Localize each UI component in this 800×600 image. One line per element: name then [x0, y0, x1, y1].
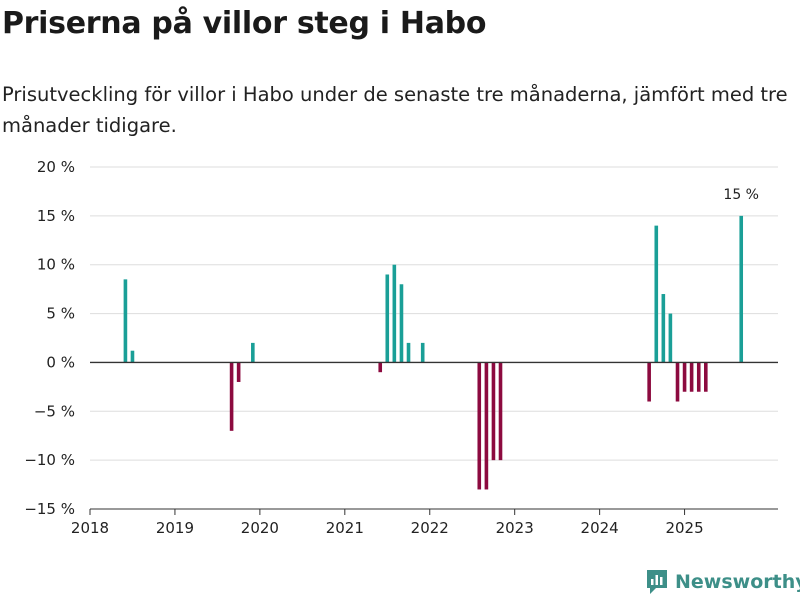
x-tick-label: 2024: [581, 519, 619, 537]
y-tick-label: −10 %: [24, 451, 75, 469]
bar: [484, 362, 489, 490]
y-tick-label: 10 %: [37, 256, 75, 274]
y-tick-label: 5 %: [46, 305, 75, 323]
brand-logo: Newsworthy: [645, 569, 800, 595]
bar: [420, 342, 425, 363]
bars: [123, 215, 744, 490]
bar: [385, 274, 390, 363]
x-tick-label: 2025: [665, 519, 703, 537]
bar: [477, 362, 482, 490]
y-tick-label: 20 %: [37, 158, 75, 176]
x-tick-label: 2019: [156, 519, 194, 537]
bar: [130, 350, 135, 363]
bar: [392, 264, 397, 363]
y-axis-labels: −15 % −10 % −5 % 0 % 5 % 10 % 15 % 20 %: [24, 158, 75, 518]
bar: [378, 362, 383, 373]
x-tick-label: 2023: [496, 519, 534, 537]
chart-title: Priserna på villor steg i Habo: [2, 6, 487, 41]
bar: [668, 313, 673, 363]
bar: [696, 362, 701, 392]
x-axis: 2018 2019 2020 2021 2022 2023 2024 2025: [71, 508, 778, 537]
bar: [654, 225, 659, 363]
y-tick-label: −15 %: [24, 500, 75, 518]
bar-annotation-label: 15 %: [723, 187, 759, 203]
bar: [647, 362, 651, 402]
y-tick-label: 15 %: [37, 207, 75, 225]
y-tick-label: −5 %: [34, 402, 75, 420]
chart-subtitle: Prisutveckling för villor i Habo under d…: [2, 83, 788, 137]
bar: [236, 362, 241, 382]
y-tick-label: 0 %: [46, 353, 75, 371]
bar: [675, 362, 680, 402]
brand-name: Newsworthy: [675, 571, 800, 593]
bar: [689, 362, 694, 392]
bar: [251, 342, 255, 363]
bar: [661, 294, 666, 363]
bar: [406, 342, 411, 363]
x-tick-label: 2021: [326, 519, 364, 537]
x-tick-label: 2022: [411, 519, 449, 537]
bar: [682, 362, 687, 392]
newsworthy-logo-icon: [647, 570, 667, 594]
bar: [739, 215, 744, 363]
x-tick-label: 2018: [71, 519, 109, 537]
bar: [229, 362, 234, 431]
x-tick-label: 2020: [241, 519, 279, 537]
bar: [123, 279, 128, 363]
bar-chart: −15 %−10 %−5 %0 %5 %10 %15 %20 % 2018 201…: [24, 158, 778, 537]
bar: [399, 284, 404, 363]
bar: [491, 362, 496, 461]
bar: [498, 362, 503, 461]
gridlines: [90, 166, 778, 510]
bar: [704, 362, 708, 392]
